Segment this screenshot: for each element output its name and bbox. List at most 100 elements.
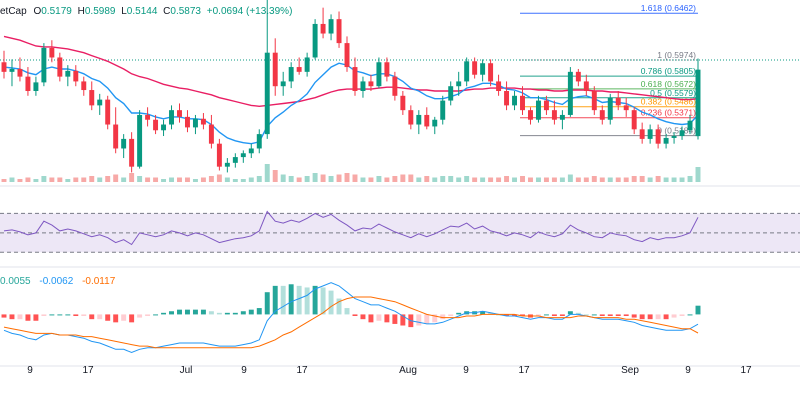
macd-histogram-bar: [352, 314, 358, 316]
macd-histogram-bar: [551, 314, 557, 316]
volume-bar: [296, 177, 302, 182]
candle-body: [535, 100, 541, 120]
low-value: 0.5144: [126, 6, 158, 17]
volume-bar: [440, 176, 446, 182]
candle-body: [504, 91, 510, 106]
volume-bar: [687, 176, 693, 182]
macd-histogram-bar: [607, 314, 613, 316]
candle-body: [480, 63, 486, 75]
volume-bar: [304, 176, 310, 182]
volume-bar: [671, 177, 677, 182]
volume-bar: [264, 164, 270, 182]
macd-histogram-bar: [400, 314, 406, 326]
macd-histogram-bar: [200, 309, 206, 315]
macd-histogram-bar: [97, 314, 103, 320]
macd-line-value: -0.0062: [39, 276, 74, 287]
macd-histogram-bar: [33, 314, 39, 321]
volume-bar: [551, 177, 557, 182]
candle-body: [456, 81, 462, 87]
volume-bar: [528, 177, 533, 182]
macd-histogram-bar: [161, 312, 167, 315]
candle-body: [256, 134, 262, 149]
macd-histogram-bar: [73, 314, 79, 316]
candle-body: [41, 47, 47, 83]
symbol-name: etCap: [0, 6, 27, 17]
volume-bar: [384, 177, 390, 182]
volume-bar: [567, 174, 573, 182]
macd-histogram-bar: [240, 311, 246, 315]
x-tick-label: 17: [740, 365, 752, 376]
candle-body: [9, 68, 15, 72]
volume-bar: [336, 174, 342, 182]
candle-body: [352, 67, 358, 91]
candle-body: [551, 110, 557, 120]
volume-bar: [559, 177, 565, 182]
macd-histogram-bar: [105, 314, 111, 321]
macd-histogram-bar: [81, 314, 87, 316]
volume-bar: [73, 177, 79, 182]
macd-histogram-bar: [288, 284, 294, 315]
macd-histogram-bar: [153, 314, 159, 316]
macd-histogram-bar: [535, 314, 541, 316]
volume-bar: [312, 173, 318, 182]
fib-level-label: 0.236 (0.5371): [641, 108, 696, 118]
candle-body: [49, 47, 55, 58]
candle-body: [1, 62, 7, 72]
volume-bar: [464, 176, 470, 182]
volume-bar: [456, 177, 462, 182]
macd-histogram-bar: [448, 314, 454, 316]
volume-bar: [97, 177, 103, 182]
macd-histogram-bar: [320, 287, 326, 315]
volume-bar: [535, 177, 541, 182]
volume-bar: [320, 174, 326, 182]
macd-histogram-bar: [336, 298, 342, 315]
macd-histogram-bar: [184, 309, 190, 315]
candle-body: [520, 95, 525, 111]
candle-body: [663, 137, 669, 144]
macd-histogram-bar: [129, 314, 135, 323]
volume-bar: [169, 177, 174, 182]
volume-bar: [344, 173, 350, 182]
candle-body: [567, 71, 573, 115]
candle-body: [528, 110, 533, 120]
candle-body: [440, 100, 446, 120]
macd-histogram-bar: [113, 314, 119, 323]
fib-level-label: 0.5 (0.5579): [650, 88, 696, 98]
volume-bar: [520, 176, 525, 182]
candle-body: [65, 70, 71, 77]
volume-bar: [105, 176, 111, 182]
candle-body: [488, 63, 494, 82]
candle-body: [416, 114, 422, 125]
volume-bar: [49, 177, 55, 182]
macd-histogram-bar: [304, 287, 310, 315]
candle-body: [607, 97, 613, 120]
volume-bar: [631, 176, 637, 182]
volume-bar: [360, 177, 366, 182]
candle-body: [129, 138, 135, 167]
volume-bar: [121, 177, 127, 182]
candle-body: [304, 57, 310, 72]
candle-body: [105, 99, 111, 125]
volume-bar: [432, 177, 438, 182]
macd-histogram-bar: [663, 314, 669, 320]
macd-histogram-bar: [232, 312, 238, 315]
ema-slow-line: [3, 35, 699, 108]
macd-histogram-bar: [679, 314, 685, 316]
macd-histogram-bar: [328, 290, 334, 315]
candle-body: [169, 110, 174, 125]
volume-bar: [368, 177, 374, 182]
volume-bar: [224, 177, 230, 182]
macd-histogram-bar: [9, 314, 15, 320]
candle-body: [192, 118, 198, 128]
candle-body: [583, 81, 589, 91]
volume-bar: [1, 179, 7, 182]
candle-body: [280, 81, 286, 87]
candle-body: [368, 81, 374, 87]
volume-bar: [240, 179, 246, 182]
volume-bar: [208, 176, 214, 182]
candle-body: [113, 124, 119, 149]
candle-body: [464, 61, 470, 82]
volume-bar: [113, 174, 119, 182]
